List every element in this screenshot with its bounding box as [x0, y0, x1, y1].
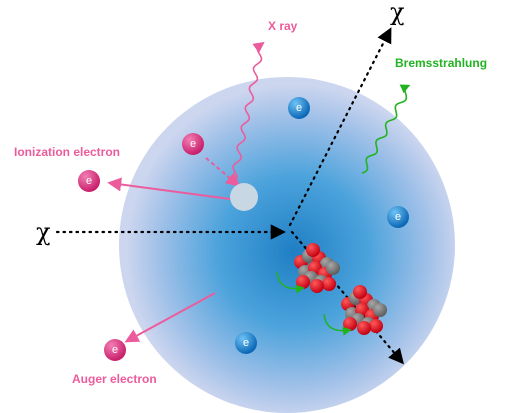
proton [296, 275, 310, 289]
auger-arrow [124, 292, 216, 343]
electron-label: e [296, 102, 302, 114]
electron [104, 339, 126, 361]
bremsstrahlung-label: Bremsstrahlung [395, 56, 487, 70]
electron [235, 332, 257, 354]
recoil-arrow [323, 313, 352, 336]
atom [119, 77, 455, 413]
electron-label: e [243, 337, 249, 349]
proton [310, 279, 324, 293]
ionization-label: Ionization electron [14, 145, 120, 159]
proton [357, 321, 371, 335]
proton [353, 285, 367, 299]
auger-label: Auger electron [72, 372, 157, 386]
proton [369, 319, 383, 333]
proton [322, 277, 336, 291]
vacancy [230, 183, 258, 211]
photon [361, 84, 411, 174]
recoil-arrow [276, 271, 305, 294]
proton [306, 243, 320, 257]
x-ray-label: X ray [268, 19, 298, 33]
proton [343, 317, 357, 331]
electron [78, 170, 100, 192]
electron-label: e [395, 211, 401, 223]
electron [387, 206, 409, 228]
chi-label: χ [36, 218, 51, 246]
electron-label: e [86, 175, 92, 187]
electron-label: e [112, 344, 118, 356]
chi-label: χ [390, 0, 405, 26]
neutron [373, 303, 387, 317]
electron [288, 97, 310, 119]
neutron [326, 261, 340, 275]
ionization-arrow [107, 177, 231, 200]
scattered-particle [288, 27, 392, 227]
photon [232, 41, 265, 183]
electron-label: e [190, 138, 196, 150]
electron [182, 133, 204, 155]
